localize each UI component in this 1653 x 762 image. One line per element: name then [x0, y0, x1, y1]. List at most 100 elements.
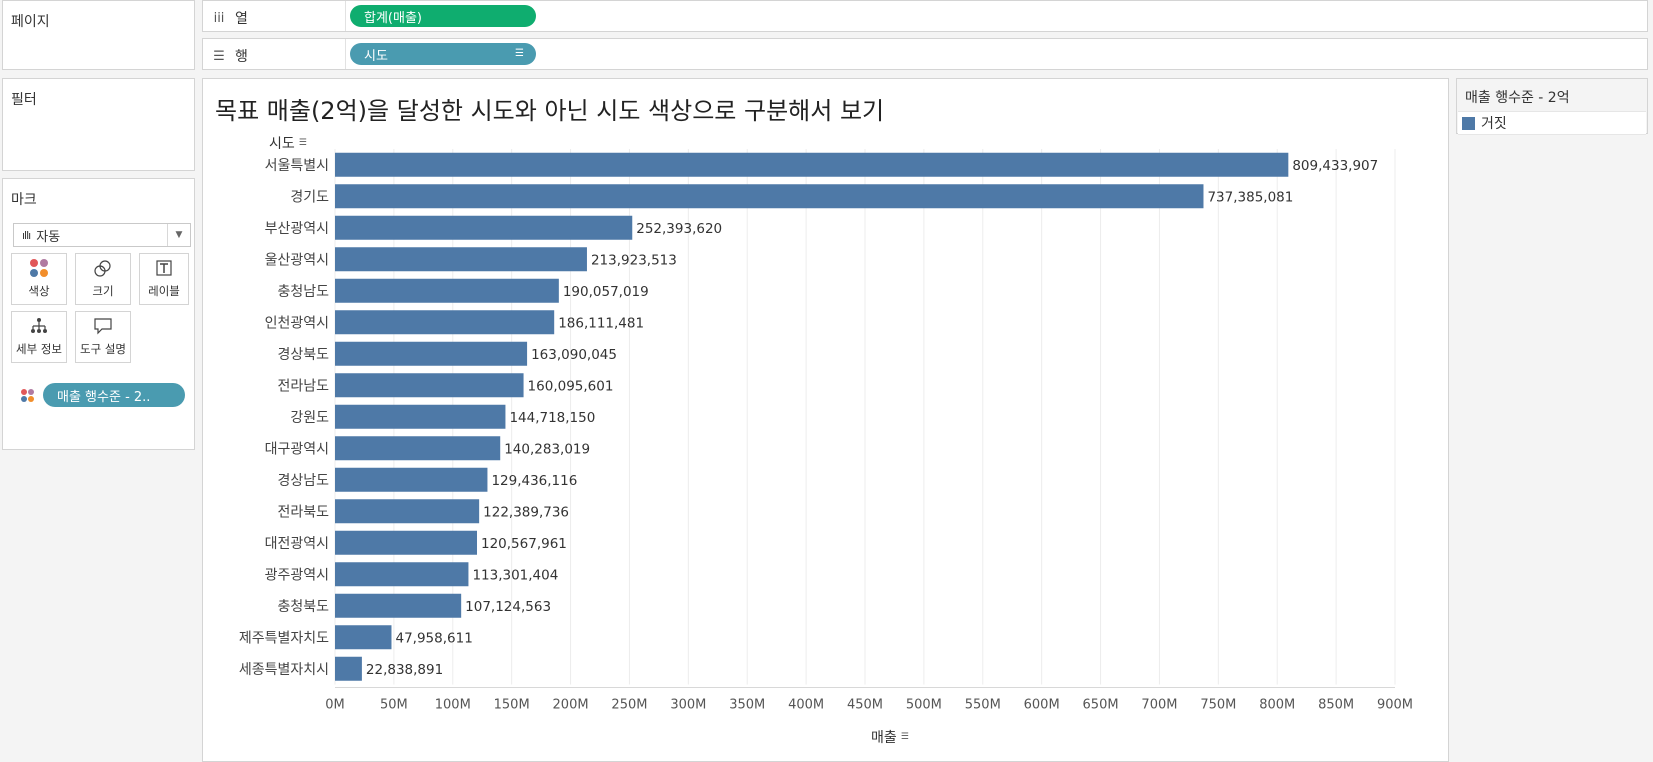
chevron-down-icon[interactable]: ▼ [167, 224, 190, 246]
x-tick-label: 50M [380, 698, 408, 713]
data-label: 47,958,611 [395, 630, 472, 646]
x-tick-label: 500M [906, 698, 942, 713]
x-tick-label: 900M [1377, 698, 1413, 713]
x-tick-label: 700M [1141, 698, 1177, 713]
y-tick-label: 경상남도 [277, 473, 329, 489]
worksheet-view: 목표 매출(2억)을 달성한 시도와 아닌 시도 색상으로 구분해서 보기 시도… [202, 78, 1449, 762]
y-axis-title: 시도 [269, 136, 295, 152]
x-tick-label: 250M [611, 698, 647, 713]
size-button-label: 크기 [92, 284, 114, 298]
tooltip-button-label: 도구 설명 [80, 342, 126, 356]
columns-field-pill-label: 합계(매출) [364, 10, 422, 26]
y-tick-label: 서울특별시 [265, 158, 329, 174]
color-encoding-icon [21, 389, 34, 402]
sort-icon[interactable]: ☰ [515, 48, 524, 59]
y-axis-header[interactable]: 시도 ☰ [269, 133, 307, 153]
y-tick-label: 부산광역시 [265, 221, 329, 237]
color-dots-icon [30, 259, 48, 277]
rows-shelf[interactable]: ☰ 행 시도 ☰ [202, 38, 1648, 70]
data-label: 252,393,620 [636, 221, 722, 237]
x-tick-label: 600M [1024, 698, 1060, 713]
detail-button[interactable]: 세부 정보 [11, 311, 67, 363]
sort-icon[interactable]: ☰ [900, 732, 909, 742]
color-field-pill[interactable]: 매출 행수준 - 2.. [43, 383, 185, 407]
bar[interactable] [335, 184, 1204, 209]
data-label: 737,385,081 [1207, 189, 1293, 205]
bar[interactable] [335, 341, 528, 366]
mark-type-select[interactable]: ıllı 자동 ▼ [13, 223, 191, 247]
bar[interactable] [335, 436, 501, 461]
bar-chart-icon: ıllı [22, 228, 31, 242]
label-button[interactable]: 레이블 [139, 253, 189, 305]
y-tick-label: 경상북도 [277, 347, 329, 363]
rows-shelf-label: 행 [235, 49, 248, 65]
bar[interactable] [335, 499, 480, 524]
data-label: 140,283,019 [504, 441, 590, 457]
text-t-icon [155, 259, 173, 277]
y-tick-label: 대구광역시 [265, 441, 329, 457]
filters-panel[interactable]: 필터 [2, 78, 195, 171]
y-tick-label: 강원도 [290, 410, 329, 426]
label-button-label: 레이블 [148, 284, 180, 298]
data-label: 107,124,563 [465, 599, 551, 615]
bar[interactable] [335, 467, 488, 492]
bar[interactable] [335, 404, 506, 429]
columns-shelf-label: 열 [235, 11, 248, 27]
y-tick-label: 전라남도 [277, 378, 329, 394]
bar-chart: 0M 50M 100M 150M 200M 250M 300M 350M 400M 450M 500… [239, 149, 1413, 713]
worksheet-title: 목표 매출(2억)을 달성한 시도와 아닌 시도 색상으로 구분해서 보기 [215, 97, 885, 125]
tooltip-button[interactable]: 도구 설명 [75, 311, 131, 363]
data-label: 122,389,736 [483, 504, 569, 520]
x-tick-label: 750M [1200, 698, 1236, 713]
rows-shelf-header: ☰ 행 [213, 46, 248, 66]
y-tick-label: 인천광역시 [265, 315, 329, 331]
bar[interactable] [335, 310, 555, 335]
x-tick-label: 650M [1083, 698, 1119, 713]
x-tick-label: 0M [325, 698, 345, 713]
columns-icon: iii [213, 10, 225, 26]
x-tick-label: 550M [965, 698, 1001, 713]
pages-title: 페이지 [11, 14, 50, 30]
size-button[interactable]: 크기 [75, 253, 131, 305]
data-label: 190,057,019 [563, 284, 649, 300]
data-label: 144,718,150 [509, 410, 595, 426]
y-tick-label: 제주특별자치도 [239, 630, 329, 646]
bar[interactable] [335, 278, 559, 303]
y-tick-label: 세종특별자치시 [239, 662, 329, 678]
x-axis-title: 매출 [871, 730, 897, 746]
bar[interactable] [335, 530, 478, 555]
columns-field-pill[interactable]: 합계(매출) [350, 5, 536, 27]
sort-icon[interactable]: ☰ [298, 138, 307, 148]
data-label: 186,111,481 [558, 315, 644, 331]
bar[interactable] [335, 215, 633, 240]
data-label: 129,436,116 [491, 473, 577, 489]
bar[interactable] [335, 562, 469, 587]
bar[interactable] [335, 625, 392, 650]
y-tick-label: 충청남도 [277, 284, 329, 300]
data-label: 213,923,513 [591, 252, 677, 268]
legend-item[interactable]: 거짓 [1458, 111, 1646, 135]
bar[interactable] [335, 656, 362, 681]
speech-bubble-icon [93, 317, 113, 335]
rows-icon: ☰ [213, 48, 225, 64]
filters-title: 필터 [11, 92, 37, 108]
bar[interactable] [335, 152, 1289, 177]
y-tick-label: 전라북도 [277, 504, 329, 520]
bar[interactable] [335, 247, 587, 272]
columns-shelf[interactable]: iii 열 합계(매출) [202, 0, 1648, 32]
x-axis-header[interactable]: 매출 ☰ [871, 727, 909, 747]
x-tick-label: 350M [729, 698, 765, 713]
data-label: 160,095,601 [528, 378, 614, 394]
mark-type-label: 자동 [36, 229, 61, 245]
data-label: 163,090,045 [531, 347, 617, 363]
pages-panel[interactable]: 페이지 [2, 0, 195, 70]
bar[interactable] [335, 593, 462, 618]
x-tick-label: 400M [788, 698, 824, 713]
data-label: 22,838,891 [366, 662, 443, 678]
size-circles-icon [93, 259, 113, 277]
bar[interactable] [335, 373, 524, 398]
color-button[interactable]: 색상 [11, 253, 67, 305]
legend-item-label: 거짓 [1481, 116, 1507, 132]
rows-field-pill[interactable]: 시도 ☰ [350, 43, 536, 65]
x-tick-label: 100M [435, 698, 471, 713]
